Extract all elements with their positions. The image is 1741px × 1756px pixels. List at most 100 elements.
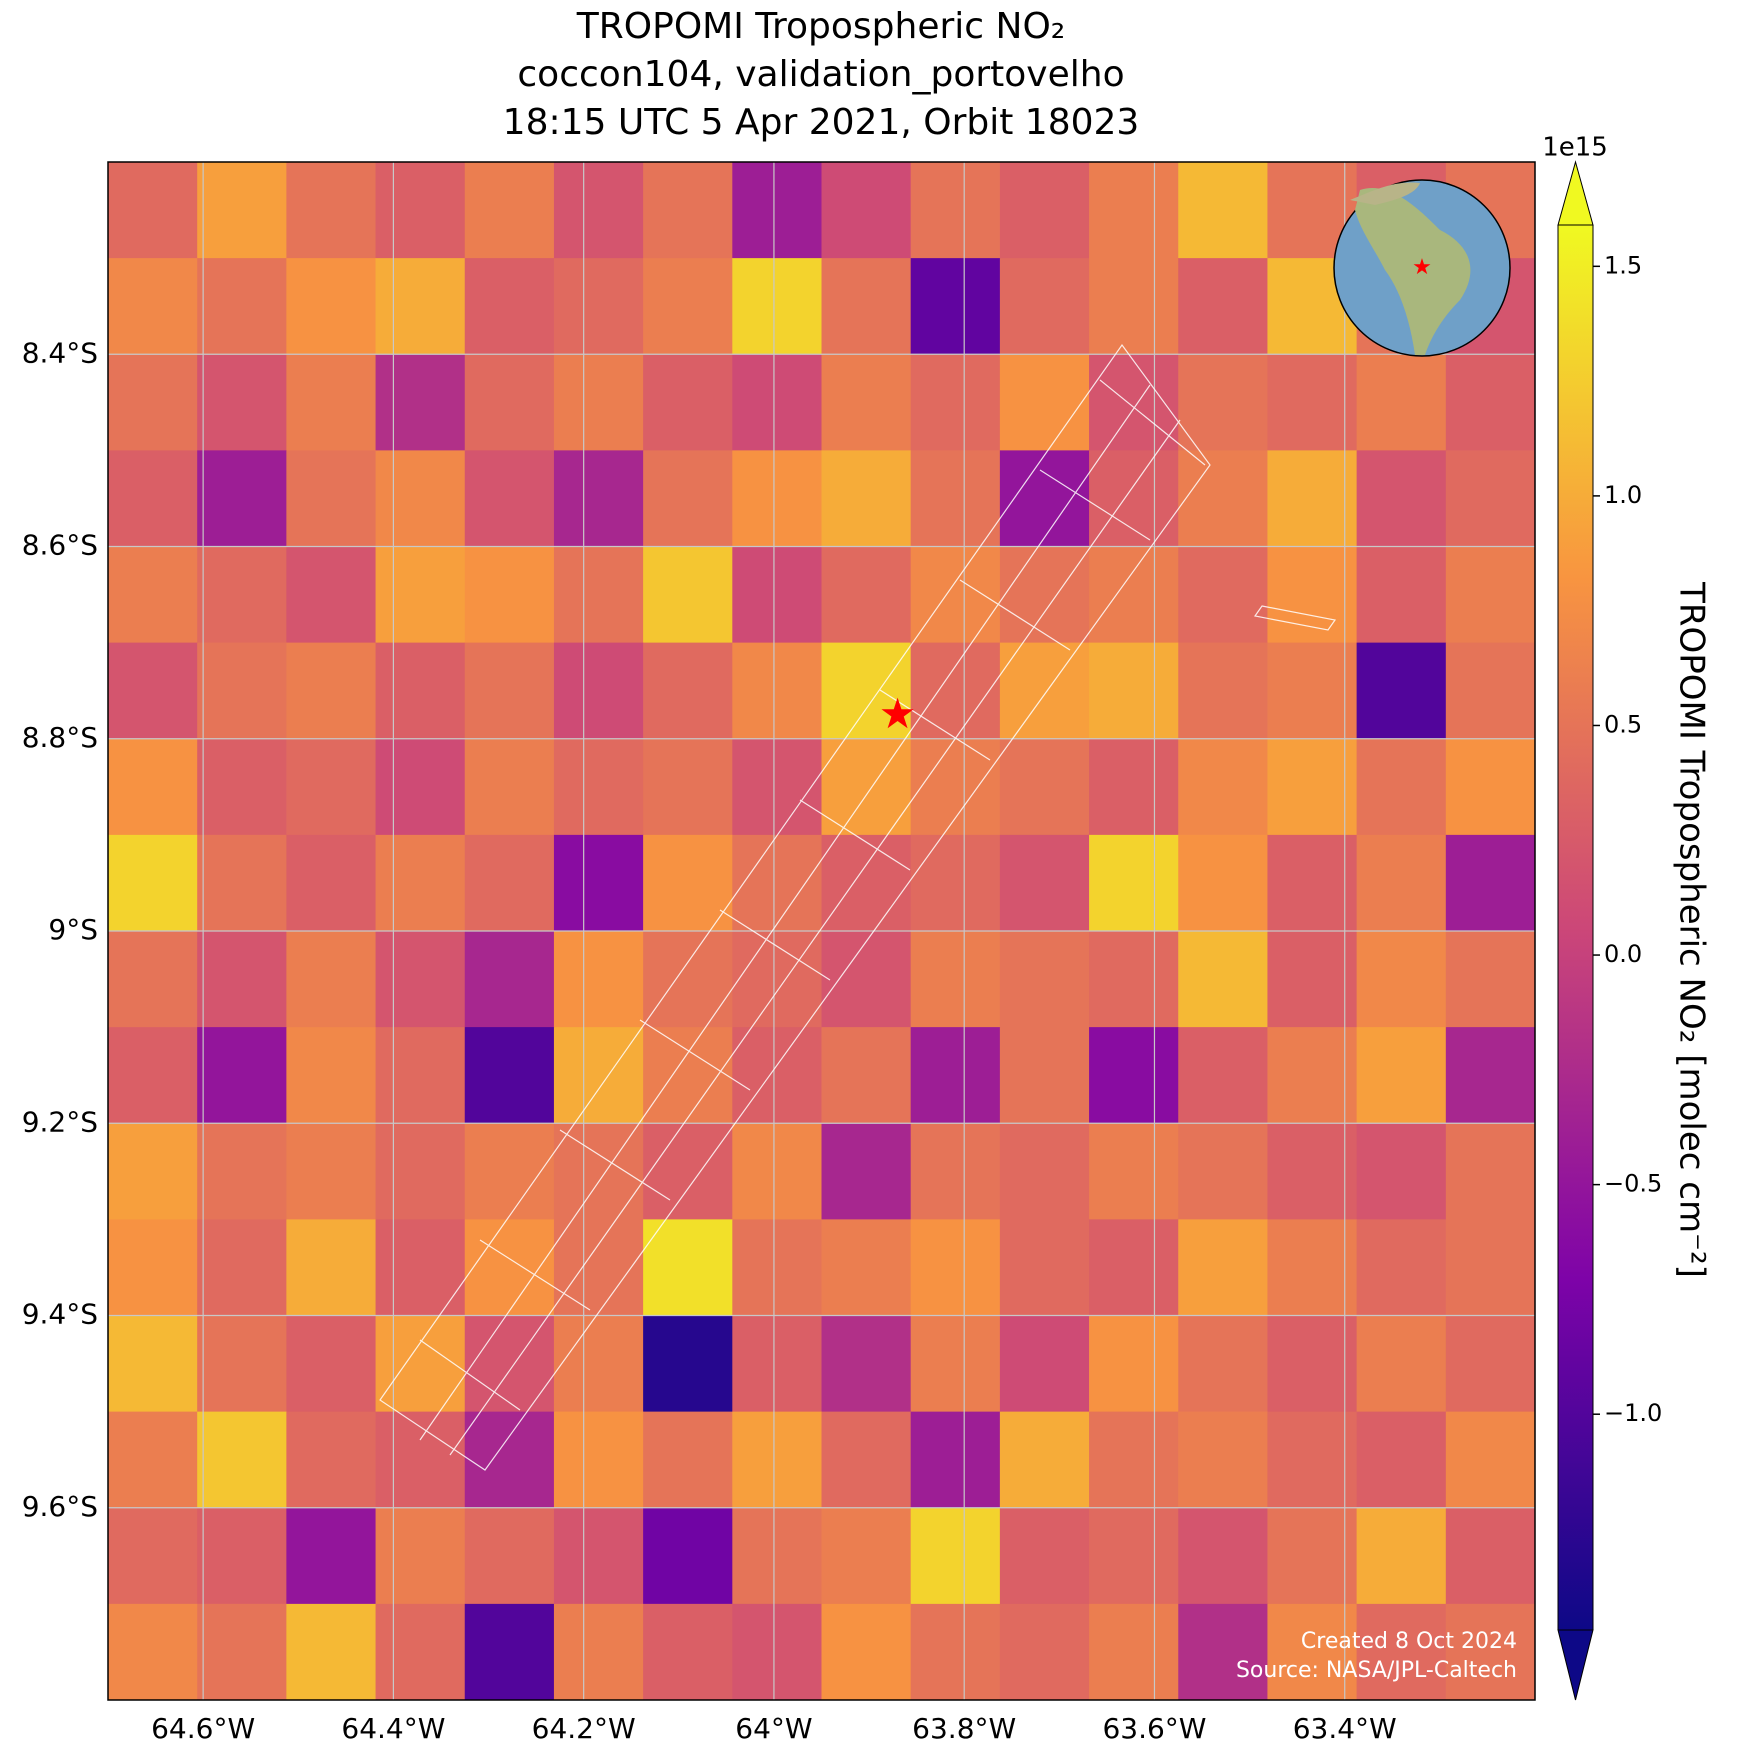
- map-cells: [108, 162, 1535, 1700]
- cell: [999, 738, 1090, 836]
- cell: [464, 834, 555, 932]
- globe-inset: ★: [1333, 179, 1511, 357]
- cell: [1089, 1315, 1179, 1413]
- cell: [1178, 546, 1268, 644]
- cell: [821, 1123, 912, 1220]
- cell: [910, 931, 1001, 1028]
- cell: [821, 258, 912, 355]
- cell: [375, 931, 466, 1028]
- cell: [643, 546, 733, 644]
- cell: [1356, 1123, 1447, 1220]
- footprint-lines: [419, 379, 1206, 1456]
- cell: [1178, 1411, 1268, 1509]
- cell: [1178, 642, 1268, 740]
- cell: [732, 738, 822, 836]
- cell: [553, 546, 644, 644]
- site-marker: ★: [879, 689, 917, 738]
- cell: [999, 1123, 1090, 1220]
- cell: [375, 1603, 466, 1700]
- cell: [1178, 354, 1268, 451]
- cell: [821, 546, 912, 644]
- cell: [643, 642, 733, 740]
- cell: [1089, 162, 1179, 259]
- cell: [464, 642, 555, 740]
- x-tick-label: 64.6°W: [151, 1712, 255, 1745]
- cell: [732, 1507, 822, 1605]
- cell: [464, 1315, 555, 1413]
- cell: [375, 834, 466, 932]
- cell: [1178, 1027, 1268, 1124]
- cell: [108, 258, 198, 355]
- cell: [464, 258, 555, 355]
- cell: [643, 738, 733, 836]
- cell: [197, 354, 287, 451]
- cell: [999, 258, 1090, 355]
- cell: [999, 450, 1090, 547]
- cell: [553, 834, 644, 932]
- cell: [643, 162, 733, 259]
- colorbar-frame: [1557, 225, 1594, 1630]
- cell: [108, 1603, 198, 1700]
- cell: [999, 642, 1090, 740]
- cell: [821, 1603, 912, 1700]
- cell: [821, 834, 912, 932]
- cell: [1445, 1411, 1535, 1509]
- cell: [1267, 546, 1358, 644]
- cell: [732, 1315, 822, 1413]
- cell: [1445, 354, 1535, 451]
- cell: [1178, 1219, 1268, 1316]
- cell: [643, 354, 733, 451]
- cell: [108, 1027, 198, 1124]
- cell: [732, 1027, 822, 1124]
- cell: [910, 546, 1001, 644]
- cell: [732, 1219, 822, 1316]
- cell: [910, 1603, 1001, 1700]
- cell: [553, 1411, 644, 1509]
- footprint-small: [1253, 605, 1337, 631]
- cell: [1445, 738, 1535, 836]
- cell: [1178, 258, 1268, 355]
- footprints: [379, 343, 1337, 1471]
- cell: [643, 1507, 733, 1605]
- cell: [553, 1507, 644, 1605]
- cell: [1267, 1603, 1358, 1700]
- cell: [553, 1315, 644, 1413]
- cell: [464, 450, 555, 547]
- title-line: coccon104, validation_portovelho: [517, 54, 1124, 95]
- cell: [1267, 931, 1358, 1028]
- grid: [108, 162, 1535, 1700]
- cell: [1178, 931, 1268, 1028]
- cell: [1089, 1219, 1179, 1316]
- cell: [108, 1507, 198, 1605]
- cell: [821, 1027, 912, 1124]
- cell: [1445, 1027, 1535, 1124]
- cell: [1267, 1219, 1358, 1316]
- cell: [1089, 1603, 1179, 1700]
- x-tick-label: 63.8°W: [912, 1712, 1016, 1745]
- cell: [1089, 931, 1179, 1028]
- cell: [553, 1027, 644, 1124]
- cell: [375, 258, 466, 355]
- cell: [464, 1219, 555, 1316]
- cell: [643, 1603, 733, 1700]
- cell: [286, 931, 377, 1028]
- cell: [108, 354, 198, 451]
- colorbar: [1558, 225, 1593, 1630]
- colorbar-offset: 1e15: [1542, 133, 1608, 163]
- cell: [1089, 1411, 1179, 1509]
- cell: [1178, 834, 1268, 932]
- cell: [1445, 1507, 1535, 1605]
- cell: [821, 162, 912, 259]
- cell: [1089, 834, 1179, 932]
- cell: [643, 450, 733, 547]
- cell: [197, 450, 287, 547]
- cell: [732, 1603, 822, 1700]
- cell: [1445, 546, 1535, 644]
- cell: [821, 450, 912, 547]
- y-tick-label: 8.4°S: [22, 336, 98, 369]
- cell: [1089, 354, 1179, 451]
- cell: [1445, 642, 1535, 740]
- title-line: 18:15 UTC 5 Apr 2021, Orbit 18023: [503, 102, 1140, 143]
- cell: [375, 1027, 466, 1124]
